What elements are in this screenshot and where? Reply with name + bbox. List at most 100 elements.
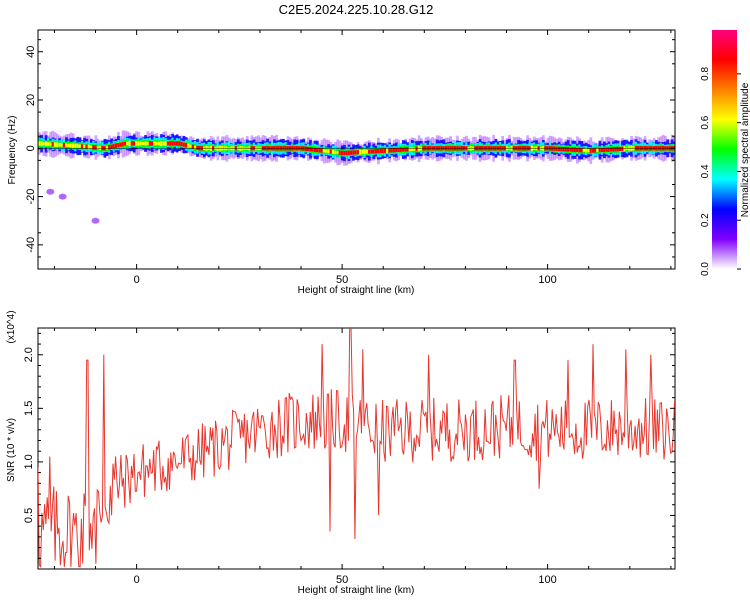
band-peak-cell [356,150,360,155]
band-cell [325,149,328,153]
band-cell [585,148,588,153]
x-tick-label: 50 [336,574,348,586]
band-peak-cell [85,144,89,149]
band-peak-cell [578,147,581,153]
band-cell [60,143,64,147]
band-peak-cell [616,146,620,152]
band-peak-cell [340,150,344,156]
band-peak-cell [117,142,120,148]
band-peak-cell [316,147,319,153]
outlier-blob [46,188,55,195]
band-peak-cell [580,148,584,153]
band-cell [408,147,412,152]
band-peak-cell [566,147,570,152]
band-peak-cell [184,142,188,148]
colorbar-tick-label: 0.0 [700,262,711,276]
band-peak-cell [180,141,184,147]
band-cell [361,150,364,154]
band-peak-cell [182,142,186,147]
x-tick-label: 0 [134,274,140,286]
band-peak-cell [148,141,152,146]
band-cell [74,143,77,148]
band-peak-cell [343,150,346,156]
band-cell [157,141,161,146]
band-cell [164,140,168,146]
band-peak-cell [372,149,376,154]
spectrogram-x-ticks: 0 50 100 [53,30,672,286]
band-cell [58,142,61,147]
band-peak-cell [51,142,55,147]
band-cell [47,142,50,146]
snr-marks [38,328,675,569]
band-peak-cell [603,147,606,153]
band-cell [44,141,48,147]
spectrogram-y-axis-label: Frequency (Hz) [7,116,18,185]
band-cell [160,140,163,147]
snr-x-ticks: 0 50 100 [53,328,672,586]
band-cell [187,143,190,148]
band-cell [413,147,416,151]
band-peak-cell [621,146,624,151]
band-cell [153,141,156,146]
band-peak-cell [318,148,321,153]
band-peak-cell [564,147,568,152]
band-peak-cell [92,145,95,150]
colorbar-tick-label: 0.8 [700,67,711,81]
band-cell [65,143,68,148]
snr-panel: 0 50 100 0.5 1.0 1.5 2.0 (x10^4) SNR (10 * v/… [6,310,676,596]
spectrogram-band [38,130,675,224]
band-peak-cell [612,147,615,152]
band-cell [69,143,73,148]
band-cell [386,148,389,153]
band-peak-cell [573,147,577,152]
band-peak-cell [560,146,563,152]
band-peak-cell [349,150,353,155]
band-peak-cell [406,147,410,152]
band-cell [410,147,414,151]
band-cell [126,141,129,146]
spectrogram-x-axis-label: Height of straight line (km) [298,285,415,296]
band-cell [146,141,150,146]
band-peak-cell [381,148,385,153]
x-tick-label: 0 [134,574,140,586]
band-peak-cell [368,149,371,154]
y-tick-label: -40 [25,237,37,253]
band-peak-cell [374,149,378,154]
outlier-blob [91,217,100,224]
band-cell [96,146,100,150]
snr-y-ticks: 0.5 1.0 1.5 2.0 [23,332,675,559]
band-cell [365,149,369,154]
band-peak-cell [594,148,597,153]
outlier-blob [58,193,67,200]
snr-y-axis-label: SNR (10 * v/v) [6,418,17,482]
band-peak-cell [178,141,181,146]
colorbar: 0.0 0.2 0.4 0.6 0.8 Normalized spectral ampl… [700,30,750,276]
x-tick-label: 100 [538,274,556,286]
band-peak-cell [130,141,134,146]
snr-frame [37,327,676,570]
band-cell [56,142,59,147]
y-tick-label: 1.0 [23,454,35,469]
band-peak-cell [392,147,396,153]
band-peak-cell [123,141,127,146]
band-cell [189,144,193,148]
band-cell [40,141,43,146]
band-cell [78,144,82,148]
band-peak-cell [151,141,154,146]
band-peak-cell [354,150,358,155]
band-cell [71,143,75,149]
band-cell [322,149,326,153]
y-tick-label: 40 [25,46,37,58]
band-peak-cell [132,141,136,146]
band-cell [358,149,362,155]
band-peak-cell [379,148,382,154]
band-cell [587,148,590,153]
spectrogram-y-ticks: -40 -20 0 20 40 [25,39,675,258]
band-peak-cell [598,147,602,153]
band-peak-cell [397,147,401,153]
band-peak-cell [196,145,199,150]
band-peak-cell [175,141,179,146]
band-peak-cell [399,147,403,152]
band-cell [67,143,71,147]
band-peak-cell [173,141,177,146]
